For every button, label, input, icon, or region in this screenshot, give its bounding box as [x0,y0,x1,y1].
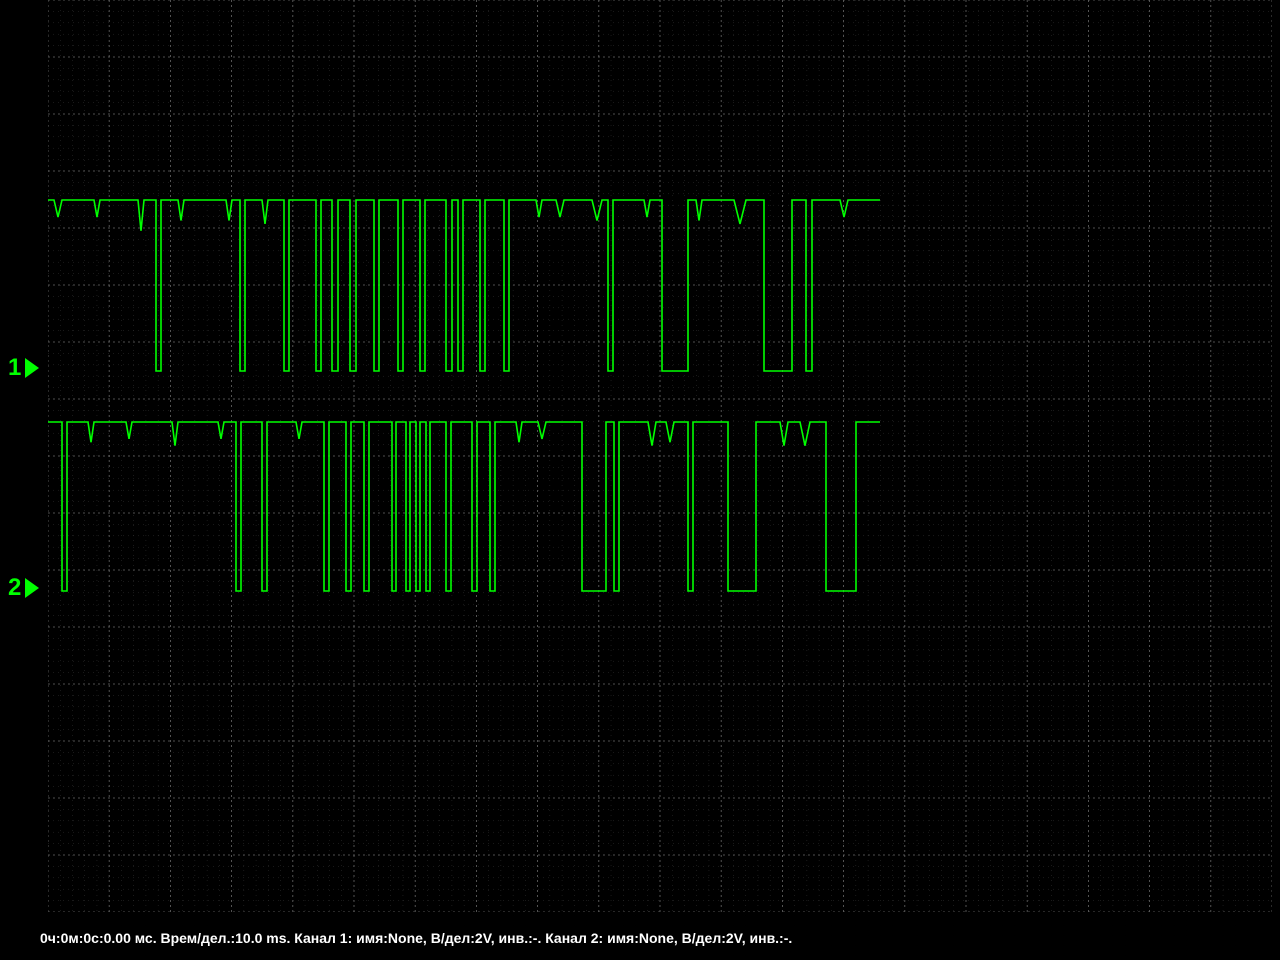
status-bar: 0ч:0м:0с:0.00 мс. Врем/дел.:10.0 ms. Кан… [40,930,792,946]
channel-2-marker[interactable]: 2 [8,574,39,602]
channel-2-label: 2 [8,574,21,602]
triangle-right-icon [25,578,39,598]
triangle-right-icon [25,358,39,378]
channel-1-marker[interactable]: 1 [8,354,39,382]
channel-1-label: 1 [8,354,21,382]
scope-plot-area [48,0,1272,912]
scope-canvas [48,0,1272,912]
oscilloscope-screen: 1 2 0ч:0м:0с:0.00 мс. Врем/дел.:10.0 ms.… [0,0,1280,960]
